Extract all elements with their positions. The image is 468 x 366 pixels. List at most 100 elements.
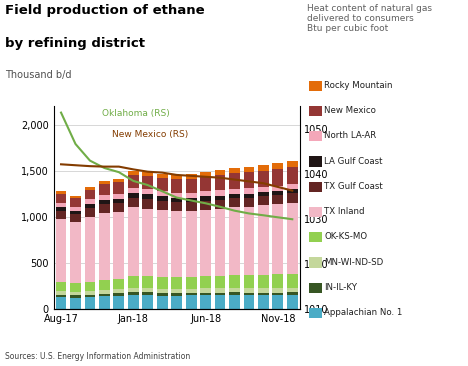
Bar (142, 199, 153, 209)
Bar (171, 198, 182, 202)
Bar (258, 288, 269, 292)
Text: North LA-AR: North LA-AR (324, 131, 377, 140)
Bar (56, 207, 66, 211)
Bar (243, 288, 254, 292)
Bar (128, 288, 139, 292)
Bar (287, 295, 298, 309)
Bar (157, 191, 168, 196)
Bar (272, 169, 283, 186)
Bar (113, 203, 124, 212)
Bar (142, 189, 153, 194)
Text: Thousand b/d: Thousand b/d (5, 70, 71, 79)
Bar (272, 204, 283, 274)
Bar (113, 293, 124, 296)
Text: New Mexico (RS): New Mexico (RS) (112, 130, 188, 139)
Bar (186, 277, 197, 289)
Bar (171, 193, 182, 198)
Bar (200, 201, 211, 210)
Text: IN-IL-KY: IN-IL-KY (324, 283, 358, 292)
Bar (229, 207, 240, 275)
Bar (56, 220, 66, 282)
Bar (243, 275, 254, 288)
Bar (56, 194, 66, 203)
Bar (186, 289, 197, 293)
Bar (157, 289, 168, 293)
Bar (128, 276, 139, 288)
Bar (229, 292, 240, 295)
Bar (56, 191, 66, 194)
Bar (70, 206, 81, 211)
Bar (99, 195, 110, 199)
Bar (56, 211, 66, 220)
Bar (186, 174, 197, 179)
Bar (272, 292, 283, 295)
Bar (70, 295, 81, 298)
Bar (157, 178, 168, 191)
Bar (186, 293, 197, 295)
Bar (85, 190, 95, 199)
Bar (287, 193, 298, 203)
Bar (287, 203, 298, 274)
Bar (272, 164, 283, 169)
Bar (200, 197, 211, 201)
Bar (113, 279, 124, 289)
Bar (128, 292, 139, 295)
Bar (142, 292, 153, 295)
Text: Heat content of natural gas
delivered to consumers
Btu per cubic foot: Heat content of natural gas delivered to… (307, 4, 431, 33)
Bar (215, 199, 226, 209)
Bar (157, 293, 168, 296)
Bar (171, 296, 182, 309)
Bar (171, 211, 182, 277)
Bar (56, 282, 66, 291)
Bar (200, 210, 211, 276)
Bar (186, 202, 197, 211)
Bar (200, 172, 211, 176)
Bar (85, 281, 95, 291)
Bar (215, 195, 226, 199)
Bar (70, 298, 81, 309)
Bar (200, 191, 211, 197)
Bar (229, 275, 240, 288)
Bar (215, 292, 226, 295)
Text: LA Gulf Coast: LA Gulf Coast (324, 157, 383, 165)
Bar (215, 209, 226, 276)
Bar (243, 295, 254, 309)
Bar (243, 167, 254, 172)
Bar (128, 207, 139, 276)
Bar (171, 289, 182, 293)
Bar (258, 187, 269, 192)
Bar (287, 288, 298, 292)
Bar (70, 198, 81, 206)
Bar (186, 295, 197, 309)
Bar (272, 274, 283, 288)
Bar (142, 176, 153, 189)
Text: MN-WI-ND-SD: MN-WI-ND-SD (324, 258, 384, 266)
Bar (200, 176, 211, 191)
Bar (85, 208, 95, 217)
Bar (258, 274, 269, 288)
Bar (272, 195, 283, 204)
Bar (85, 291, 95, 295)
Bar (258, 192, 269, 196)
Bar (287, 274, 298, 288)
Bar (243, 292, 254, 295)
Bar (243, 198, 254, 207)
Bar (113, 194, 124, 199)
Text: Field production of ethane: Field production of ethane (5, 4, 205, 17)
Bar (258, 205, 269, 274)
Bar (186, 211, 197, 277)
Bar (113, 296, 124, 309)
Bar (142, 288, 153, 292)
Bar (157, 277, 168, 289)
Bar (272, 288, 283, 292)
Bar (272, 186, 283, 191)
Bar (70, 214, 81, 223)
Bar (99, 213, 110, 280)
Bar (128, 193, 139, 198)
Bar (215, 175, 226, 190)
Bar (229, 189, 240, 194)
Bar (99, 184, 110, 195)
Bar (56, 291, 66, 295)
Bar (99, 280, 110, 290)
Bar (258, 292, 269, 295)
